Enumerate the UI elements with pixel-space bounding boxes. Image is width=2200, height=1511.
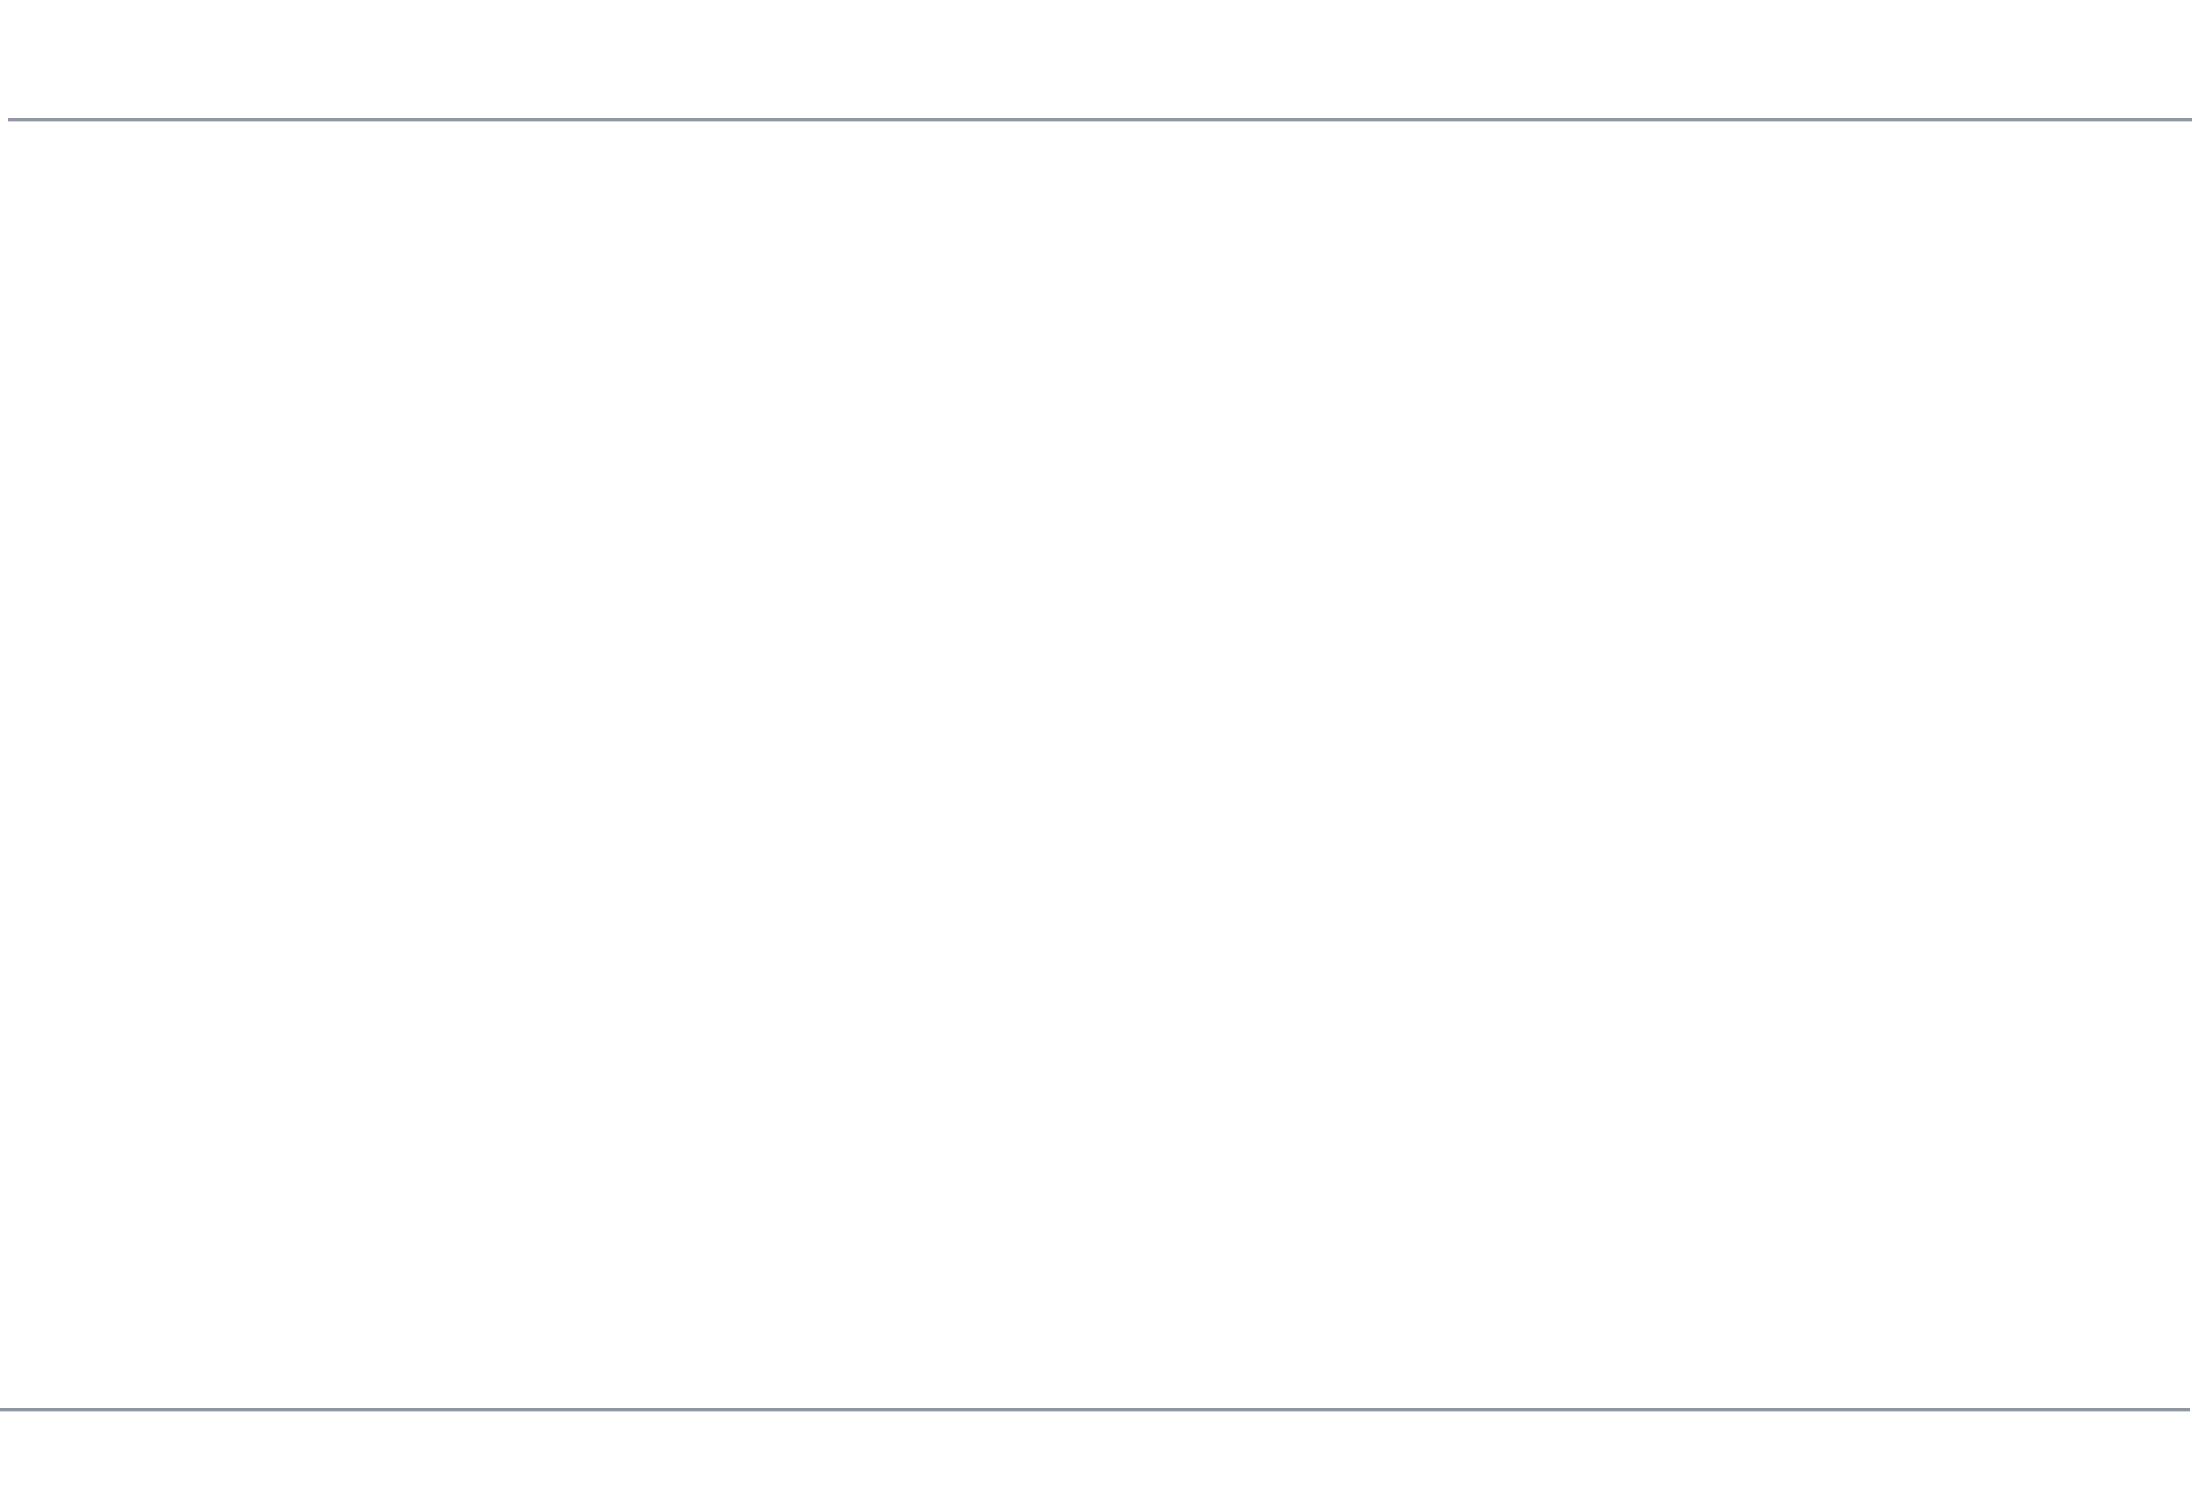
bottom-divider	[0, 1408, 2190, 1412]
top-divider	[8, 118, 2192, 122]
